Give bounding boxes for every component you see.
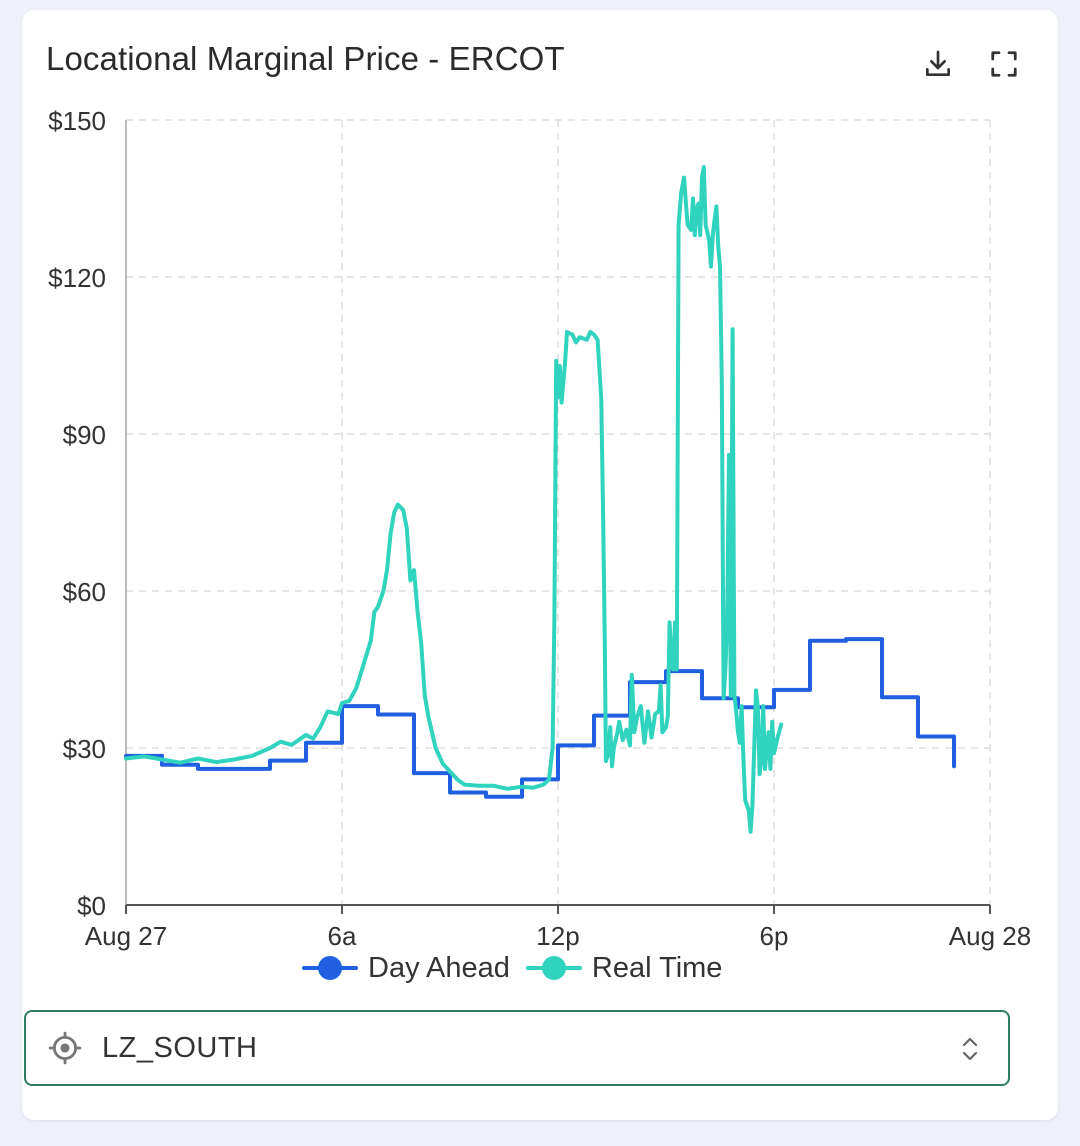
- location-value: LZ_SOUTH: [102, 1031, 258, 1064]
- legend-item-day-ahead[interactable]: Day Ahead: [302, 952, 510, 985]
- x-tick-label: 6p: [760, 921, 789, 951]
- legend-item-real-time[interactable]: Real Time: [525, 951, 723, 985]
- x-tick-label: 12p: [536, 921, 579, 951]
- legend-label-real-time: Real Time: [591, 951, 723, 984]
- chart-legend: Day Ahead Real Time: [302, 946, 722, 990]
- download-icon[interactable]: [918, 44, 958, 84]
- chevron-updown-icon: [962, 1037, 978, 1061]
- x-tick-label: 6a: [328, 921, 357, 951]
- chart-axes: [125, 120, 991, 914]
- series-line-real-time: [124, 165, 784, 834]
- legend-dot-real-time: [541, 956, 566, 980]
- chart-ticks: $0 $30 $60 $90 $120 $150 Aug 27 6a 12p 6p Aug 28: [48, 106, 1031, 951]
- x-tick-label: Aug 27: [85, 921, 167, 951]
- y-tick-label: $30: [63, 734, 106, 764]
- chart-title: Locational Marginal Price - ERCOT: [46, 40, 565, 77]
- y-tick-label: $120: [48, 263, 106, 293]
- chart-grid: [126, 119, 991, 905]
- y-tick-label: $60: [63, 577, 106, 607]
- y-tick-label: $150: [48, 106, 106, 136]
- legend-swatch-real-time: [525, 953, 582, 983]
- y-tick-label: $0: [77, 891, 106, 921]
- chart-card: Locational Marginal Price - ERCOT: [22, 10, 1058, 1120]
- target-icon: [48, 1031, 82, 1065]
- series-line-day-ahead: [124, 637, 956, 799]
- legend-swatch-day-ahead: [302, 953, 358, 983]
- legend-dot-day-ahead: [318, 956, 342, 980]
- location-selector[interactable]: LZ_SOUTH: [24, 1010, 1010, 1086]
- legend-label-day-ahead: Day Ahead: [368, 951, 510, 984]
- x-tick-label: Aug 28: [949, 921, 1031, 951]
- fullscreen-icon[interactable]: [984, 44, 1024, 84]
- chart-series: [124, 165, 956, 834]
- y-tick-label: $90: [63, 420, 106, 450]
